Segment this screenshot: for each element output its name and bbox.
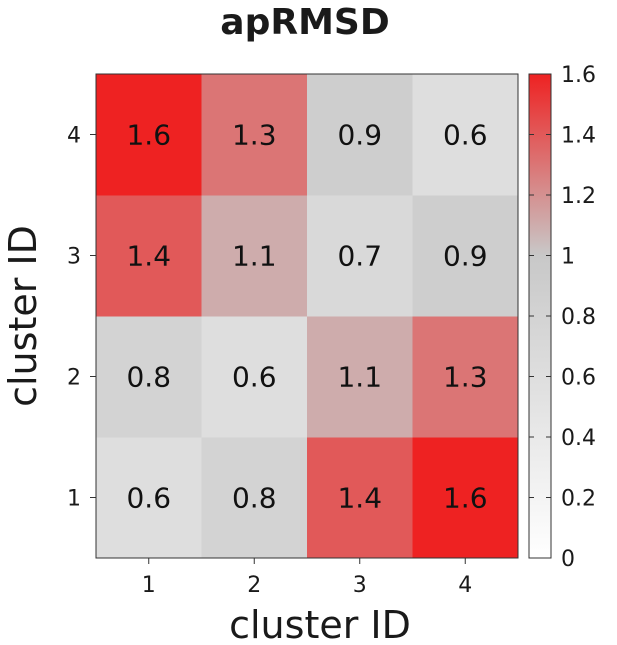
y-tick-label: 1 xyxy=(67,487,81,512)
heatmap-cell xyxy=(307,316,413,438)
cell-value-label: 0.9 xyxy=(337,119,382,152)
colorbar-tick-label: 0.8 xyxy=(561,305,596,330)
heatmap-cell xyxy=(307,74,413,196)
cell-value-label: 0.9 xyxy=(443,240,488,273)
y-tick-label: 3 xyxy=(67,245,81,270)
cell-value-label: 0.8 xyxy=(126,361,171,394)
heatmap-cell xyxy=(96,316,202,438)
cell-value-label: 1.1 xyxy=(337,361,382,394)
colorbar-tick-label: 0 xyxy=(561,547,575,572)
y-tick-label: 2 xyxy=(67,366,81,391)
heatmap-cell xyxy=(412,316,519,438)
cell-value-label: 0.6 xyxy=(443,119,488,152)
plot-frame xyxy=(95,73,519,559)
cell-value-label: 0.7 xyxy=(337,240,382,273)
heatmap-cell xyxy=(307,437,413,559)
cell-value-label: 1.6 xyxy=(443,482,488,515)
heatmap-cell xyxy=(96,195,202,317)
x-tick-label: 1 xyxy=(142,573,156,598)
heatmap-cell xyxy=(201,195,308,317)
colorbar-tick-label: 1 xyxy=(561,245,575,270)
colorbar-ticks: 0 0.2 0.4 0.6 0.8 1 1.2 1.4 1.6 xyxy=(529,63,596,572)
x-tick-label: 3 xyxy=(353,573,367,598)
colorbar-tick-label: 0.6 xyxy=(561,366,596,391)
colorbar-tick-label: 1.4 xyxy=(561,124,596,149)
colorbar-tick-label: 1.2 xyxy=(561,184,596,209)
heatmap-cell xyxy=(307,195,413,317)
y-tick-label: 4 xyxy=(67,124,81,149)
cell-value-label: 1.4 xyxy=(126,240,171,273)
colorbar-tick-label: 0.4 xyxy=(561,426,596,451)
y-axis-ticks: 1 2 3 4 xyxy=(67,124,96,512)
y-axis-label: cluster ID xyxy=(1,225,45,407)
colorbar-tick-label: 0.2 xyxy=(561,487,596,512)
heatmap-cell xyxy=(96,437,202,559)
heatmap-cell xyxy=(412,74,519,196)
heatmap-cell xyxy=(201,316,308,438)
cell-value-label: 1.3 xyxy=(443,361,488,394)
cell-value-label: 0.6 xyxy=(126,482,171,515)
cell-value-label: 1.3 xyxy=(232,119,277,152)
cell-value-label: 0.8 xyxy=(232,482,277,515)
cell-value-label: 1.4 xyxy=(337,482,382,515)
colorbar-tick-label: 1.6 xyxy=(561,63,596,88)
heatmap-cell xyxy=(96,74,202,196)
cell-value-label: 1.6 xyxy=(126,119,171,152)
heatmap-cell xyxy=(412,195,519,317)
cell-value-label: 0.6 xyxy=(232,361,277,394)
x-axis-label: cluster ID xyxy=(229,603,411,645)
heatmap-cell xyxy=(201,437,308,559)
chart-title: apRMSD xyxy=(220,2,389,43)
heatmap-cell xyxy=(412,437,519,559)
x-tick-label: 2 xyxy=(247,573,261,598)
heatmap-cell xyxy=(201,74,308,196)
x-tick-label: 4 xyxy=(458,573,472,598)
x-axis-ticks: 1 2 3 4 xyxy=(142,558,472,598)
heatmap-cells: 0.6 0.8 1.4 1.6 0.8 0.6 1.1 1.3 1.4 1.1 0.7 0.9 1.6 1… xyxy=(96,74,519,559)
cell-value-label: 1.1 xyxy=(232,240,277,273)
